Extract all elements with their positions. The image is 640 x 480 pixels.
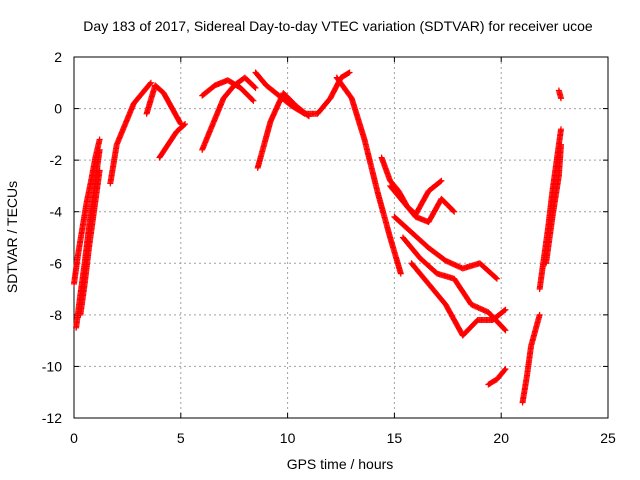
- data-point: [304, 112, 311, 119]
- data-point: [346, 69, 353, 76]
- y-tick-label: 2: [54, 49, 62, 65]
- data-point: [181, 121, 188, 128]
- data-point: [96, 146, 103, 153]
- series-track: [519, 311, 543, 406]
- series-track: [408, 260, 509, 339]
- data-point: [502, 306, 509, 313]
- axis-ticks: 0 5 10 15 20 25 -12 -10 -8 -6 -4 -2 0 2: [42, 49, 616, 446]
- data-point: [397, 270, 404, 277]
- series-track: [485, 366, 509, 388]
- data-point: [492, 274, 499, 281]
- series-track: [555, 87, 565, 102]
- chart-title: Day 183 of 2017, Sidereal Day-to-day VTE…: [83, 18, 593, 34]
- x-axis-label: GPS time / hours: [287, 456, 394, 472]
- data-point: [250, 97, 257, 104]
- data-point: [182, 121, 189, 128]
- data-point: [501, 307, 508, 314]
- series-track: [399, 234, 509, 334]
- x-tick-label: 15: [387, 430, 403, 446]
- data-point: [96, 167, 103, 174]
- data-point: [501, 326, 508, 333]
- series-track: [391, 213, 500, 282]
- y-tick-label: -12: [42, 410, 62, 426]
- series-track: [77, 167, 103, 318]
- data-point: [493, 275, 500, 282]
- y-tick-label: -8: [50, 307, 63, 323]
- y-tick-label: 0: [54, 101, 62, 117]
- y-tick-label: -2: [50, 152, 63, 168]
- data-point: [147, 80, 154, 87]
- data-point: [502, 366, 509, 373]
- series-track: [543, 141, 565, 267]
- data-point: [438, 177, 445, 184]
- data-point: [345, 70, 352, 77]
- data-point: [249, 96, 256, 103]
- y-tick-label: -4: [50, 204, 63, 220]
- x-tick-label: 0: [70, 430, 78, 446]
- data-point: [501, 367, 508, 374]
- x-tick-label: 20: [493, 430, 509, 446]
- y-tick-label: -10: [42, 358, 62, 374]
- x-tick-label: 5: [177, 430, 185, 446]
- series-track: [107, 79, 154, 187]
- data-point: [558, 141, 565, 148]
- plot-frame: [73, 56, 609, 419]
- series-track: [199, 77, 257, 104]
- series-track: [199, 74, 259, 153]
- series-track: [156, 121, 189, 161]
- series-track: [254, 90, 312, 171]
- data-point: [177, 119, 184, 126]
- data-point: [251, 84, 258, 91]
- series-track: [143, 82, 184, 128]
- y-tick-label: -6: [50, 255, 63, 271]
- data-point: [558, 126, 565, 133]
- data-point: [558, 95, 565, 102]
- data-point: [437, 178, 444, 185]
- data-point: [450, 207, 457, 214]
- series-track: [387, 182, 458, 226]
- data-point: [252, 84, 259, 91]
- data-point: [96, 136, 103, 143]
- data-point: [305, 113, 312, 120]
- data-point: [536, 311, 543, 318]
- data-point: [451, 208, 458, 215]
- series-track: [333, 74, 404, 277]
- grid-lines: [74, 57, 608, 418]
- y-axis-label: SDTVAR / TECUs: [4, 181, 20, 293]
- data-point: [147, 79, 154, 86]
- x-tick-label: 25: [600, 430, 616, 446]
- x-tick-label: 10: [280, 430, 296, 446]
- data-point: [502, 327, 509, 334]
- data-points: [71, 69, 565, 406]
